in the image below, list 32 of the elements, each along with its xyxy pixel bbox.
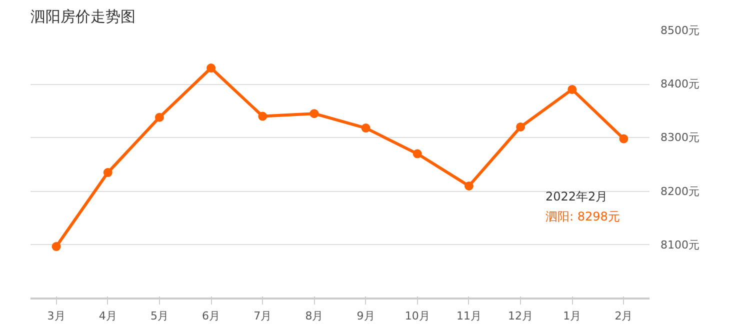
point bbox=[516, 122, 526, 132]
x-tick-label: 11月 bbox=[456, 310, 482, 322]
point bbox=[361, 124, 370, 133]
x-tick-label: 10月 bbox=[404, 310, 430, 322]
chart-title: 泗阳房价走势图 bbox=[30, 8, 136, 26]
y-tick-label: 8100元 bbox=[660, 238, 700, 252]
y-tick-label: 8400元 bbox=[660, 78, 700, 91]
y-tick-label: 8500元 bbox=[660, 24, 700, 37]
point bbox=[154, 112, 164, 122]
x-tick-label: 8月 bbox=[305, 310, 324, 322]
point bbox=[568, 84, 577, 94]
point bbox=[103, 168, 112, 178]
y-tick-label: 8200元 bbox=[660, 184, 700, 198]
point bbox=[310, 109, 319, 118]
point bbox=[206, 64, 216, 73]
x-tick-label: 3月 bbox=[47, 310, 66, 322]
y-tick-label: 8300元 bbox=[660, 131, 700, 144]
x-tick-label: 12月 bbox=[508, 310, 534, 322]
point bbox=[52, 242, 61, 251]
x-tick-label: 1月 bbox=[563, 310, 582, 322]
x-tick-label: 9月 bbox=[356, 310, 375, 322]
point bbox=[464, 181, 474, 190]
annotation: 2022年2月 bbox=[546, 190, 608, 204]
annotation: 泗阳: 8298元 bbox=[546, 210, 620, 224]
point bbox=[258, 112, 268, 121]
x-tick-label: 6月 bbox=[202, 310, 220, 322]
x-tick-label: 5月 bbox=[150, 310, 168, 322]
x-tick-label: 4月 bbox=[98, 310, 117, 322]
x-tick-label: 7月 bbox=[254, 310, 272, 322]
point bbox=[619, 134, 628, 144]
point bbox=[412, 149, 422, 158]
x-tick-label: 2月 bbox=[614, 310, 633, 322]
